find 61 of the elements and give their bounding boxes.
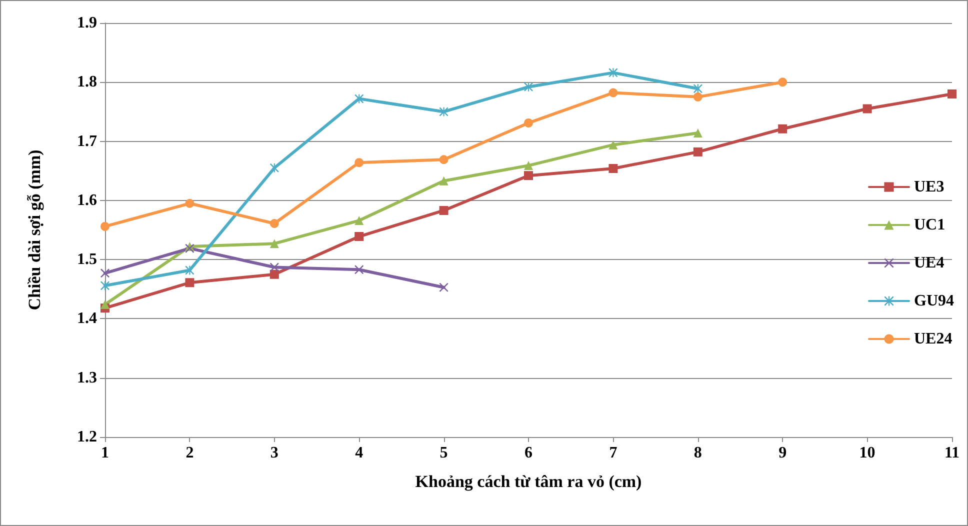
point (270, 163, 279, 172)
x-tick-label: 5 (440, 444, 448, 462)
point (693, 147, 702, 156)
y-axis-title: Chiều dài sợi gỗ (mm) (25, 150, 44, 310)
point (439, 155, 448, 164)
point (608, 88, 618, 98)
point (439, 206, 448, 215)
x-tick-label: 11 (944, 444, 960, 462)
point (608, 68, 618, 78)
point (948, 89, 956, 98)
point (524, 118, 533, 128)
x-axis-title: Khoảng cách từ tâm ra vỏ (cm) (415, 472, 642, 491)
y-tick-label: 1.8 (77, 74, 97, 91)
point (185, 198, 194, 208)
point (439, 176, 448, 186)
y-tick-label: 1.3 (77, 369, 97, 386)
point (270, 262, 279, 272)
point (270, 270, 279, 279)
point (778, 124, 788, 134)
point (100, 281, 110, 290)
point (608, 164, 618, 173)
point (862, 104, 872, 114)
point (354, 158, 364, 168)
point (354, 265, 364, 274)
y-tick-label: 1.5 (77, 251, 97, 268)
point (354, 232, 364, 242)
point (439, 282, 448, 292)
y-tick-label: 1.4 (77, 310, 97, 328)
y-tick-label: 1.2 (77, 428, 97, 446)
point (693, 128, 702, 138)
legend-label: UE3 (914, 178, 944, 196)
y-tick-label: 1.6 (77, 192, 97, 209)
point (270, 239, 279, 248)
point (354, 94, 364, 104)
point (524, 171, 533, 180)
point (354, 216, 364, 226)
x-tick-label: 7 (609, 444, 618, 462)
point (100, 222, 110, 231)
x-tick-label: 8 (694, 444, 702, 462)
x-tick-label: 4 (355, 444, 364, 462)
legend-label: GU94 (914, 292, 954, 310)
point (185, 278, 194, 288)
point (608, 140, 618, 150)
point (693, 92, 702, 102)
x-tick-label: 2 (186, 444, 194, 462)
y-tick-label: 1.9 (77, 14, 97, 32)
point (524, 82, 533, 92)
x-tick-label: 10 (859, 444, 876, 462)
legend-label: UE4 (914, 254, 944, 272)
legend-label: UC1 (914, 216, 946, 234)
point (778, 78, 788, 87)
point (524, 161, 533, 170)
x-tick-label: 6 (524, 444, 532, 462)
legend-label: UE24 (914, 330, 952, 348)
y-tick-label: 1.7 (77, 132, 97, 150)
x-tick-label: 9 (778, 444, 787, 462)
x-tick-label: 3 (270, 444, 278, 462)
point (270, 218, 279, 228)
point (100, 268, 110, 278)
x-tick-label: 1 (101, 444, 109, 462)
point (100, 300, 110, 310)
